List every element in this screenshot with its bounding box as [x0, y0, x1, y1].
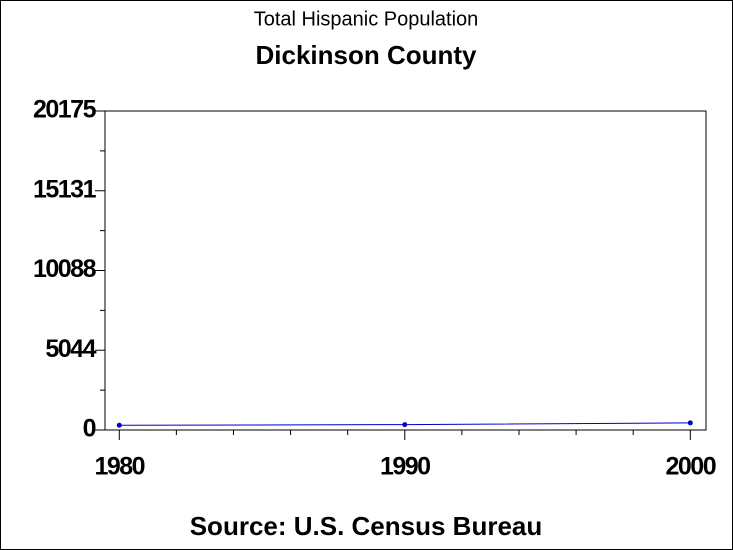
y-tick-label: 5044 — [45, 335, 96, 363]
y-tick-label: 10088 — [33, 255, 97, 283]
y-tick-label: 0 — [83, 415, 96, 443]
chart-subtitle: Dickinson County — [255, 40, 477, 70]
x-tick-label: 2000 — [665, 453, 715, 481]
y-tick-label: 20175 — [33, 96, 97, 124]
chart-title: Total Hispanic Population — [254, 8, 479, 30]
data-point — [687, 420, 693, 426]
x-tick-label: 1990 — [380, 453, 430, 481]
data-point — [116, 422, 122, 428]
y-tick-label: 15131 — [33, 175, 97, 203]
source-note: Source: U.S. Census Bureau — [190, 511, 543, 541]
data-point — [402, 422, 408, 428]
x-tick-label: 1980 — [94, 453, 144, 481]
